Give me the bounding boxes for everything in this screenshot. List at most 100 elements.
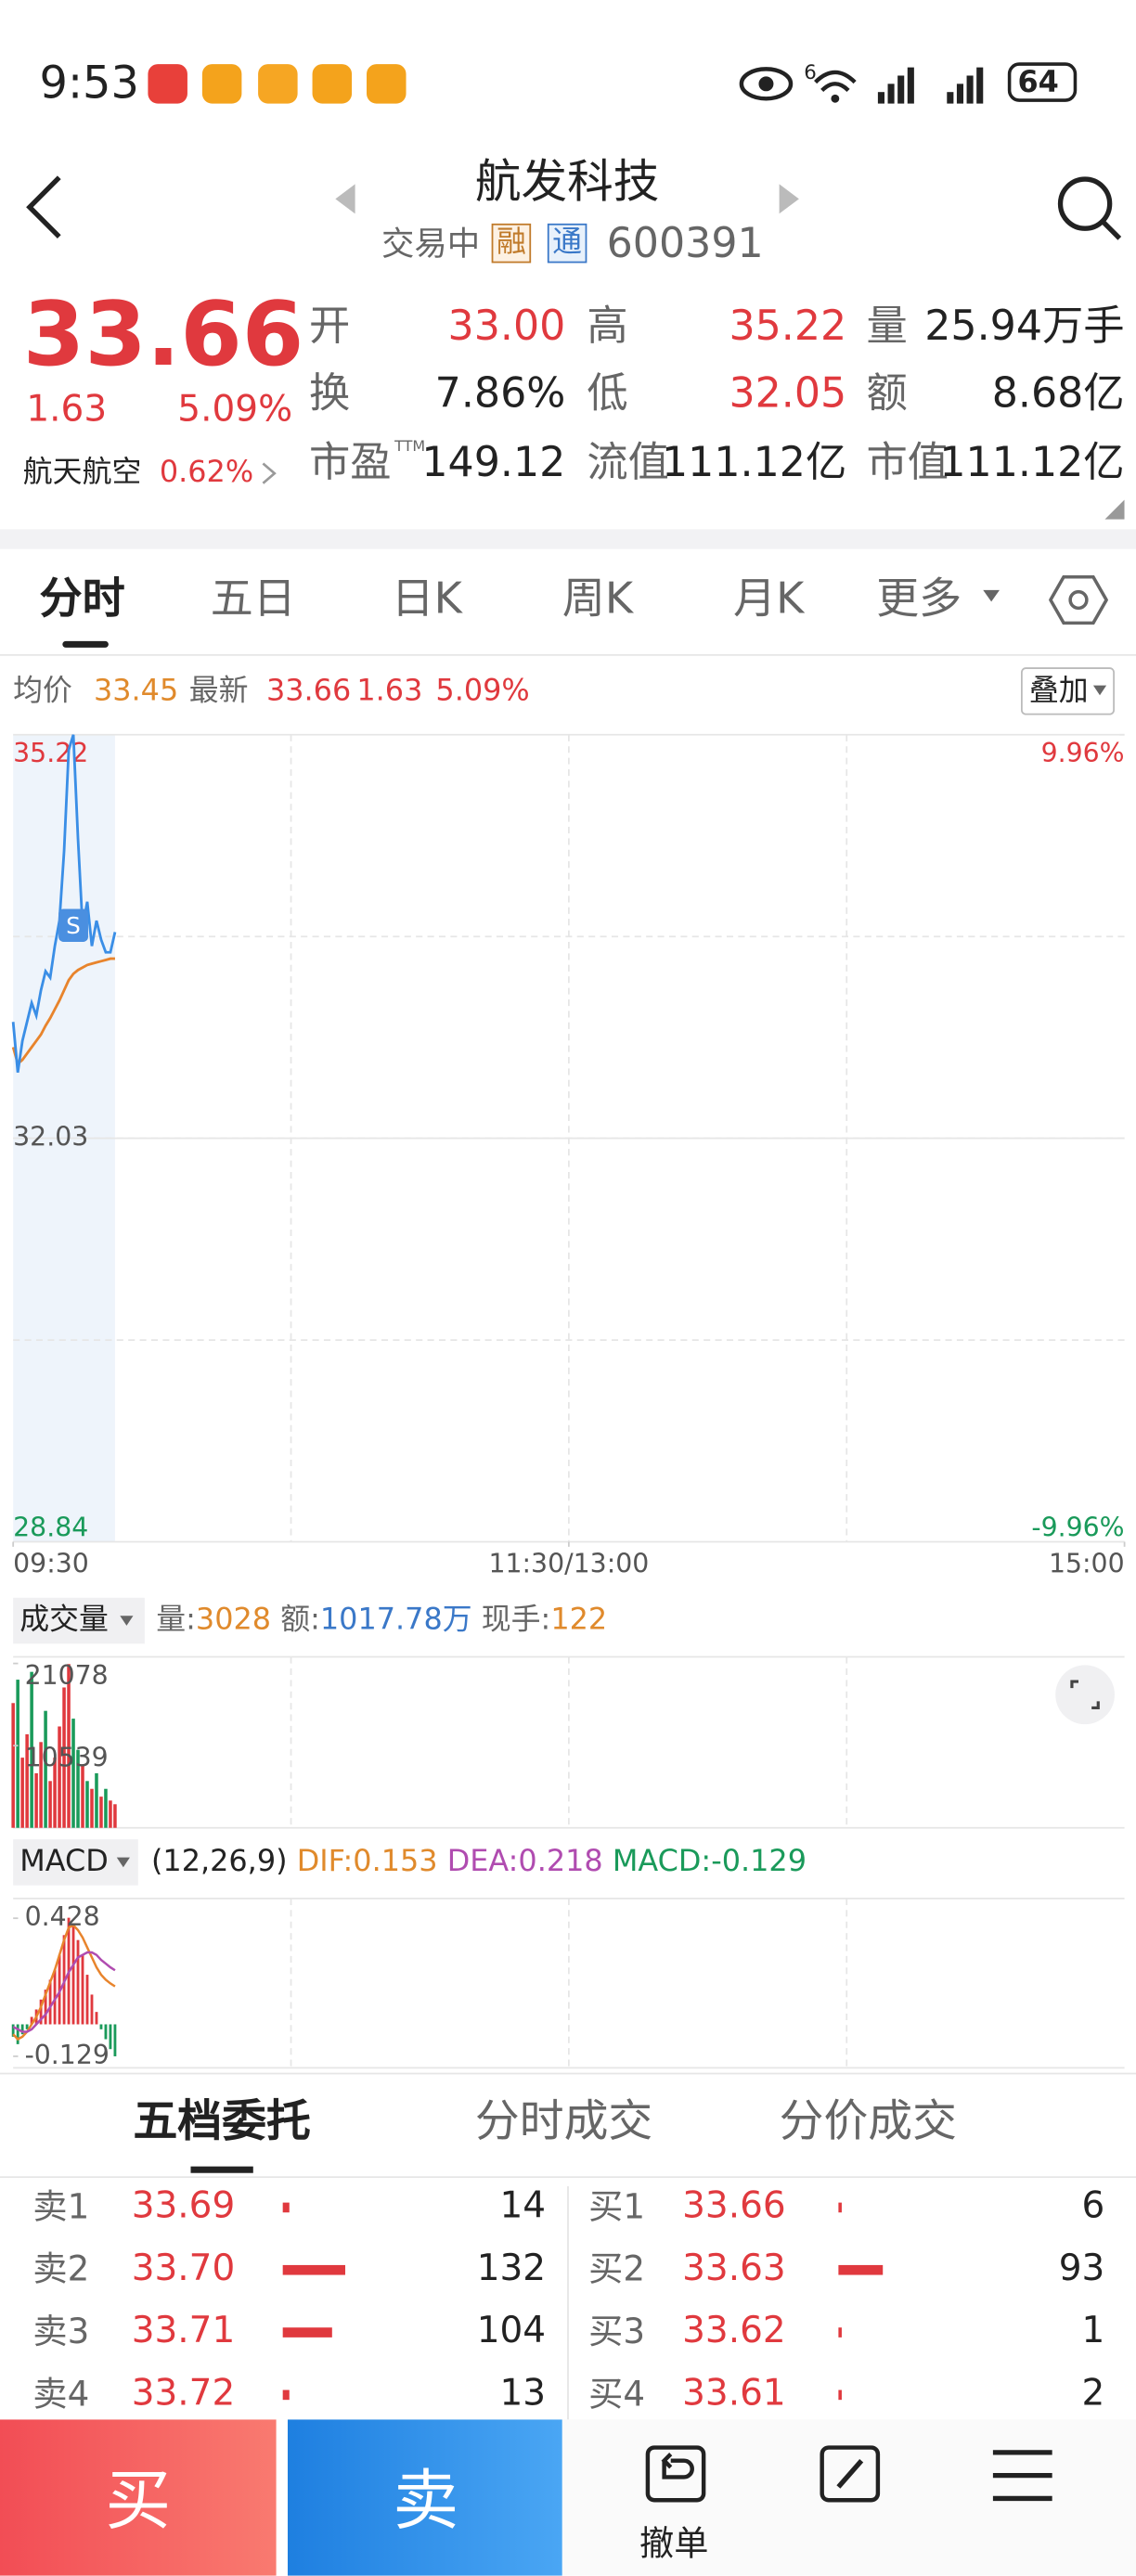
qty-bar	[282, 2202, 290, 2213]
book-tab[interactable]: 分时成交	[474, 2096, 653, 2148]
clock: 9:53	[39, 58, 139, 109]
book-tab[interactable]: 分价成交	[779, 2096, 957, 2148]
level-qty: 2	[1081, 2373, 1105, 2415]
sell-label: 卖	[393, 2464, 459, 2540]
price-change: 1.63	[26, 389, 108, 431]
dropdown-arrow	[983, 589, 1000, 602]
cancel-icon[interactable]	[641, 2441, 710, 2506]
y-tick-label: 21078	[25, 1660, 109, 1691]
last-price: 33.66	[22, 282, 304, 387]
dea-line	[12, 1951, 116, 2033]
stat-label: 高	[587, 302, 628, 350]
macd-bar	[25, 2024, 29, 2029]
level-price: 33.70	[131, 2248, 236, 2290]
macd-bar	[48, 1979, 52, 2025]
y-tick-label: 32.03	[13, 1122, 88, 1153]
qty-bar	[838, 2327, 842, 2338]
level-qty: 1	[1081, 2311, 1105, 2352]
tab[interactable]: 五日	[210, 574, 296, 625]
tab[interactable]: 更多	[876, 574, 962, 625]
indicator-select[interactable]	[13, 1839, 138, 1886]
tab[interactable]: 月K	[733, 574, 805, 625]
volume-bar	[109, 1800, 112, 1828]
avg-label: 均价	[13, 674, 72, 709]
price-change-pct: 5.09%	[177, 389, 293, 431]
stock-code: 600391	[606, 219, 764, 267]
volume-bar	[90, 1788, 94, 1828]
tab[interactable]: 分时	[39, 574, 125, 625]
volume-bar	[30, 1671, 33, 1828]
stat-value: 35.22	[729, 302, 847, 350]
menu-icon[interactable]	[987, 2446, 1059, 2505]
stat-label: 额	[866, 368, 908, 418]
value: 0.218	[518, 1844, 603, 1879]
qty-bar	[282, 2264, 346, 2275]
battery	[1007, 62, 1078, 102]
level-label: 卖3	[32, 2312, 90, 2351]
stat-value: 32.05	[729, 368, 847, 418]
tab-indicator	[62, 640, 109, 648]
sector-change: 0.62%	[159, 455, 254, 490]
level-qty: 14	[499, 2185, 547, 2228]
stat-value: 8.68亿	[991, 368, 1125, 418]
macd-bar	[85, 1975, 89, 2025]
sector-arrow[interactable]	[260, 460, 279, 486]
corner-mark	[1104, 499, 1125, 520]
macd-bar	[95, 2012, 98, 2025]
expand-icon	[1070, 1680, 1100, 1710]
stat-label: 市盈	[309, 438, 392, 486]
macd-bar	[99, 2024, 103, 2029]
sell-button[interactable]	[287, 2419, 562, 2576]
trade-status: 交易中	[381, 223, 481, 264]
x-tick-label: 15:00	[1049, 1548, 1125, 1578]
latest-label: 最新	[188, 674, 249, 709]
volume-bar	[85, 1781, 89, 1828]
signal-badge	[58, 908, 88, 942]
level-qty: 132	[476, 2248, 547, 2290]
latest-change-pct: 5.09%	[435, 674, 530, 709]
label: 现手:	[481, 1603, 551, 1638]
price-line	[11, 734, 117, 1073]
tab[interactable]: 周K	[562, 574, 634, 625]
dif-line	[12, 1924, 116, 2041]
buy-button[interactable]	[0, 2419, 277, 2576]
macd-title: MACD	[19, 1844, 109, 1879]
app-icon	[367, 64, 407, 104]
x-tick-label: 11:30/13:00	[488, 1548, 649, 1578]
search-button[interactable]	[1052, 171, 1125, 243]
value: 122	[550, 1603, 608, 1638]
overlay-button[interactable]	[1021, 667, 1115, 715]
level-qty: 6	[1081, 2185, 1105, 2228]
expand-button	[1055, 1665, 1115, 1725]
indicator-select[interactable]	[13, 1597, 145, 1644]
stat-label: 换	[309, 368, 351, 418]
label: 额:	[280, 1603, 320, 1638]
macd-bar	[104, 2024, 108, 2040]
macd-bar	[76, 1939, 80, 2025]
level-price: 33.66	[682, 2185, 786, 2228]
book-tab[interactable]: 五档委托	[133, 2096, 311, 2148]
status-icons	[739, 67, 984, 104]
volume-bar	[99, 1797, 103, 1828]
app-icon	[148, 64, 187, 104]
divider	[0, 529, 1136, 549]
macd-bar	[67, 1917, 71, 2025]
network-type: 6	[804, 60, 817, 84]
volume-bar	[25, 1733, 29, 1828]
tab-indicator	[190, 2166, 253, 2173]
level-price: 33.61	[682, 2373, 786, 2415]
value: 0.153	[353, 1844, 438, 1879]
edit-icon[interactable]	[816, 2441, 884, 2506]
tab[interactable]: 日K	[391, 574, 462, 625]
level-label: 卖1	[32, 2186, 90, 2227]
params: (12,26,9)	[150, 1844, 288, 1879]
settings-button[interactable]	[1049, 572, 1108, 627]
volume-summary: 量:3028 额:1017.78万 现手:122	[156, 1603, 608, 1638]
back-button[interactable]	[17, 171, 72, 243]
dropdown-arrow	[1092, 685, 1107, 696]
level-label: 买3	[588, 2312, 646, 2351]
dropdown-arrow	[116, 1857, 130, 1868]
label: MACD:	[612, 1844, 712, 1879]
level-label: 买1	[588, 2186, 646, 2227]
volume-bar	[53, 1758, 57, 1828]
